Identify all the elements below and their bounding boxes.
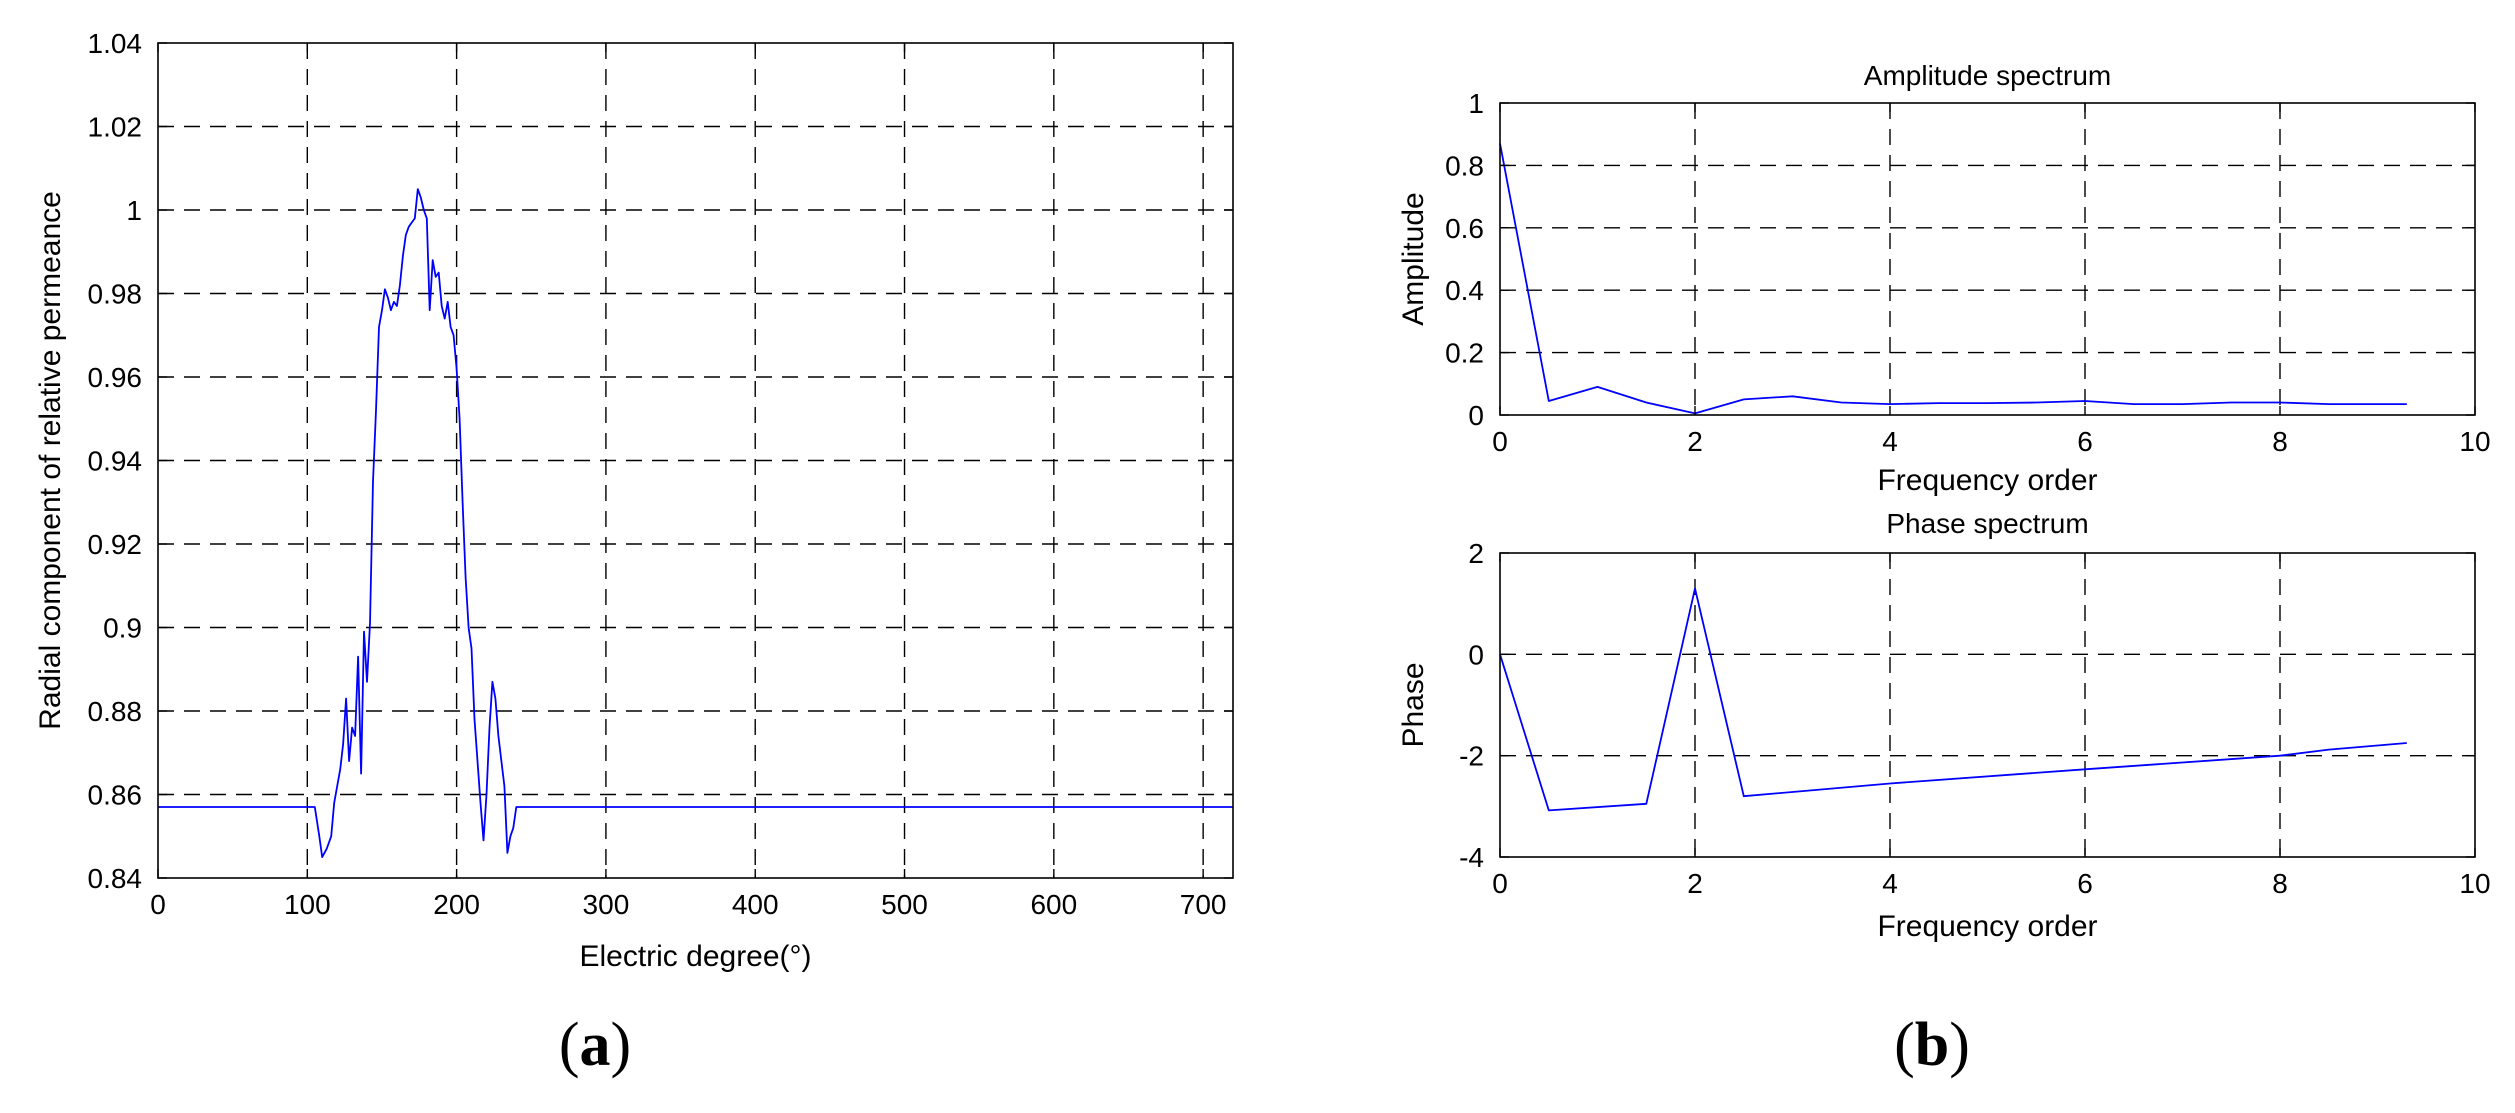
plot-frame <box>1499 552 2476 858</box>
x-tick-label: 300 <box>583 889 630 920</box>
y-tick-label: 0.84 <box>88 863 143 894</box>
x-axis-label: Frequency order <box>1877 910 2097 943</box>
x-tick-label: 10 <box>2459 868 2490 899</box>
y-tick-label: 1 <box>126 195 142 226</box>
x-tick-label: 0 <box>1492 426 1508 457</box>
y-tick-label: 0 <box>1468 639 1484 670</box>
panel-letter-a: a <box>580 1011 611 1079</box>
x-axis-label: Frequency order <box>1877 464 2097 497</box>
x-tick-label: 8 <box>2272 426 2288 457</box>
y-tick-label: 0 <box>1468 400 1484 431</box>
y-tick-label: 1 <box>1468 88 1484 119</box>
chart-b-amplitude-spectrum: 0 2 4 6 8 10 0 0.2 0.4 0.6 0.8 1 Frequency order Ampl… <box>1397 60 2491 497</box>
x-tick-label: 6 <box>2077 868 2093 899</box>
y-axis-label: Radial component of relative permeance <box>34 191 67 730</box>
data-series-line <box>158 188 1233 858</box>
y-tick-label: 1.02 <box>88 112 143 143</box>
y-tick-label: 0.92 <box>88 529 143 560</box>
x-tick-label: 6 <box>2077 426 2093 457</box>
panel-label-b: (b) <box>1894 1011 1970 1079</box>
y-tick-label: -2 <box>1459 741 1484 772</box>
y-tick-label: 0.9 <box>103 613 142 644</box>
y-tick-label: 0.98 <box>88 279 143 310</box>
x-tick-label: 10 <box>2459 426 2490 457</box>
x-tick-label: 2 <box>1687 868 1703 899</box>
x-tick-label: 200 <box>433 889 480 920</box>
chart-a-permeance: 0 100 200 300 400 500 600 700 0.84 0.86 0.88 0.9 0.9… <box>34 28 1234 973</box>
x-tick-label: 4 <box>1882 868 1898 899</box>
y-tick-label: 0.6 <box>1445 213 1484 244</box>
x-tick-label: 4 <box>1882 426 1898 457</box>
y-tick-label: 0.96 <box>88 362 143 393</box>
y-tick-label: 0.4 <box>1445 275 1484 306</box>
y-tick-label: 0.8 <box>1445 150 1484 181</box>
y-axis-label: Phase <box>1397 662 1430 747</box>
x-tick-label: 600 <box>1030 889 1077 920</box>
x-tick-label: 100 <box>284 889 331 920</box>
x-tick-label: 500 <box>881 889 928 920</box>
panel-letter-b: b <box>1915 1011 1949 1079</box>
x-tick-label: 0 <box>150 889 166 920</box>
y-tick-label: 0.2 <box>1445 338 1484 369</box>
chart-title: Amplitude spectrum <box>1864 60 2111 91</box>
y-tick-label: 1.04 <box>88 28 143 59</box>
y-tick-label: 2 <box>1468 538 1484 569</box>
x-tick-label: 400 <box>732 889 779 920</box>
plot-frame <box>1499 102 2476 416</box>
y-axis-label: Amplitude <box>1397 192 1430 325</box>
y-tick-label: 0.86 <box>88 780 143 811</box>
x-tick-label: 2 <box>1687 426 1703 457</box>
data-series-line <box>1499 587 2407 812</box>
chart-b-phase-spectrum: 0 2 4 6 8 10 -4 -2 0 2 Frequency order Phase Phase s… <box>1397 508 2491 943</box>
x-tick-label: 0 <box>1492 868 1508 899</box>
y-tick-label: 0.94 <box>88 446 143 477</box>
chart-title: Phase spectrum <box>1886 508 2088 539</box>
x-axis-label: Electric degree(°) <box>579 940 811 973</box>
data-series-line <box>1499 143 2407 415</box>
y-tick-label: 0.88 <box>88 696 143 727</box>
x-tick-label: 700 <box>1180 889 1227 920</box>
panel-label-a: (a) <box>559 1011 631 1079</box>
y-tick-label: -4 <box>1459 842 1484 873</box>
x-tick-label: 8 <box>2272 868 2288 899</box>
